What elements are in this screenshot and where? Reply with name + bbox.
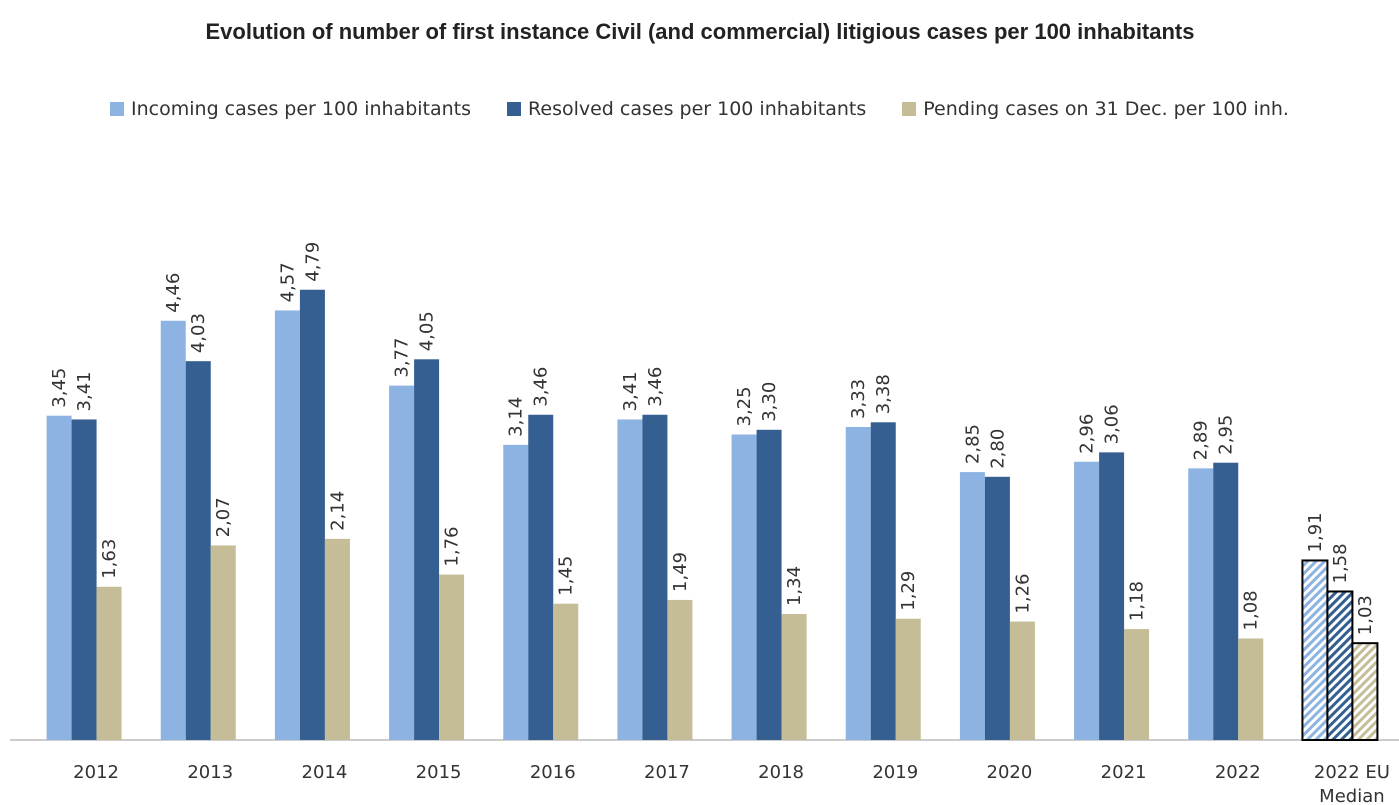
bar (1238, 638, 1264, 740)
legend-label: Resolved cases per 100 inhabitants (528, 98, 867, 120)
bar (553, 603, 579, 740)
data-label: 1,58 (1330, 543, 1351, 583)
bar (1301, 559, 1329, 742)
x-tick-label: 2014 (302, 762, 348, 783)
data-label: 1,08 (1241, 590, 1262, 630)
data-label: 1,91 (1305, 512, 1326, 552)
bar (959, 472, 985, 740)
bar (845, 426, 871, 740)
data-label: 1,76 (442, 526, 463, 566)
data-label: 3,41 (74, 371, 95, 411)
legend: Incoming cases per 100 inhabitants Resolv… (0, 98, 1399, 120)
data-label: 2,80 (987, 429, 1008, 469)
bar (160, 320, 186, 740)
x-tick-label: 2022 EU Median (1314, 762, 1390, 805)
bar (667, 599, 693, 740)
bar (503, 444, 529, 740)
chart-title: Evolution of number of first instance Ci… (205, 19, 1195, 44)
bar (1351, 642, 1379, 741)
bar (274, 310, 300, 740)
data-label: 4,57 (277, 262, 298, 302)
data-label: 1,49 (670, 552, 691, 592)
bar (46, 415, 72, 740)
data-label: 1,18 (1127, 581, 1148, 621)
bar (870, 422, 896, 740)
data-label: 1,26 (1012, 573, 1033, 613)
bar (439, 574, 465, 740)
legend-label: Pending cases on 31 Dec. per 100 inh. (923, 98, 1289, 120)
bar (617, 419, 643, 740)
data-label: 1,29 (898, 571, 919, 611)
data-label: 2,89 (1191, 420, 1212, 460)
data-label: 2,14 (327, 491, 348, 531)
bar (1074, 461, 1100, 740)
data-label: 4,05 (417, 311, 438, 351)
bar (71, 419, 97, 740)
data-label: 3,30 (759, 382, 780, 422)
data-label: 4,79 (302, 242, 323, 282)
data-label: 3,25 (734, 386, 755, 426)
x-tick-label: 2013 (187, 762, 233, 783)
bar (984, 476, 1010, 740)
data-label: 3,06 (1102, 404, 1123, 444)
data-label: 3,46 (531, 367, 552, 407)
data-label: 1,63 (99, 539, 120, 579)
x-tick-label: 2020 (987, 762, 1033, 783)
bar (210, 545, 236, 740)
data-label: 4,46 (163, 273, 184, 313)
data-label: 3,33 (848, 379, 869, 419)
legend-item: Resolved cases per 100 inhabitants (507, 98, 866, 120)
bar (1213, 462, 1239, 740)
data-label: 3,38 (873, 374, 894, 414)
data-label: 2,85 (962, 424, 983, 464)
x-tick-label: 2019 (872, 762, 918, 783)
data-label: 3,14 (506, 397, 527, 437)
bar (96, 586, 122, 740)
legend-item: Incoming cases per 100 inhabitants (110, 98, 471, 120)
bar (642, 414, 668, 740)
bar (895, 618, 921, 740)
bar (1326, 590, 1354, 741)
legend-swatch (507, 102, 522, 116)
legend-label: Incoming cases per 100 inhabitants (131, 98, 472, 120)
x-tick-label: 2015 (416, 762, 462, 783)
data-label: 2,96 (1077, 414, 1098, 454)
data-label: 3,77 (392, 338, 413, 378)
bar (1009, 621, 1035, 740)
bar (731, 434, 757, 740)
bar (1188, 468, 1214, 740)
data-label: 1,34 (784, 566, 805, 606)
bar (389, 385, 415, 740)
data-label: 1,45 (556, 556, 577, 596)
legend-swatch (902, 102, 917, 116)
x-tick-label: 2016 (530, 762, 576, 783)
bar (299, 289, 325, 740)
data-label: 1,03 (1355, 595, 1376, 635)
data-label: 2,07 (213, 497, 234, 537)
x-tick-label: 2021 (1101, 762, 1147, 783)
bar (1099, 452, 1125, 740)
bar (781, 614, 807, 740)
x-tick-label: 2012 (73, 762, 119, 783)
bar (414, 359, 440, 740)
data-label: 3,46 (645, 367, 666, 407)
x-tick-label: 2017 (644, 762, 690, 783)
legend-swatch (110, 102, 125, 116)
bar (324, 538, 350, 740)
bar (1124, 629, 1150, 740)
data-label: 3,41 (620, 371, 641, 411)
bar (528, 414, 554, 740)
data-label: 4,03 (188, 313, 209, 353)
legend-item: Pending cases on 31 Dec. per 100 inh. (902, 98, 1289, 120)
x-tick-label: 2018 (758, 762, 804, 783)
x-tick-label: 2022 (1215, 762, 1261, 783)
bar (756, 429, 782, 740)
bar (185, 361, 211, 740)
data-label: 2,95 (1216, 415, 1237, 455)
data-label: 3,45 (49, 368, 70, 408)
